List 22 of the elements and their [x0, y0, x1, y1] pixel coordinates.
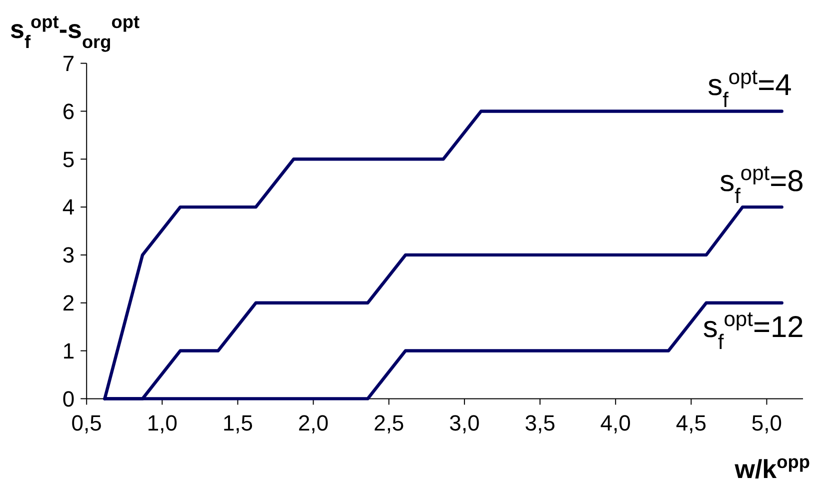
x-tick-label: 2,0 — [298, 410, 329, 436]
x-tick-label: 5,0 — [751, 410, 782, 436]
x-tick-label: 4,5 — [676, 410, 706, 436]
x-tick-label: 1,0 — [146, 410, 178, 436]
y-tick-label: 5 — [62, 146, 75, 172]
y-tick-label: 2 — [62, 290, 75, 316]
x-tick-label: 0,5 — [71, 410, 102, 436]
y-tick-label: 0 — [62, 386, 75, 412]
series-label: s$_{f}$$^{opt}$=4 — [708, 66, 792, 112]
x-tick-label: 4,0 — [600, 410, 631, 436]
y-tick-label: 6 — [62, 98, 75, 124]
series-label: s$_{f}$$^{opt}$=12 — [702, 307, 804, 354]
x-tick-label: 2,5 — [374, 410, 404, 436]
x-axis-title: w/k$^{opp}$ — [734, 452, 810, 484]
series-label: s$_{f}$$^{opt}$=8 — [720, 162, 804, 208]
y-tick-label: 4 — [62, 194, 75, 220]
x-tick-label: 3,0 — [449, 410, 480, 436]
y-tick-label: 7 — [62, 51, 75, 76]
y-tick-label: 3 — [62, 242, 75, 268]
y-tick-label: 1 — [62, 338, 75, 364]
x-tick-label: 1,5 — [222, 410, 254, 436]
x-tick-label: 3,5 — [524, 410, 556, 436]
